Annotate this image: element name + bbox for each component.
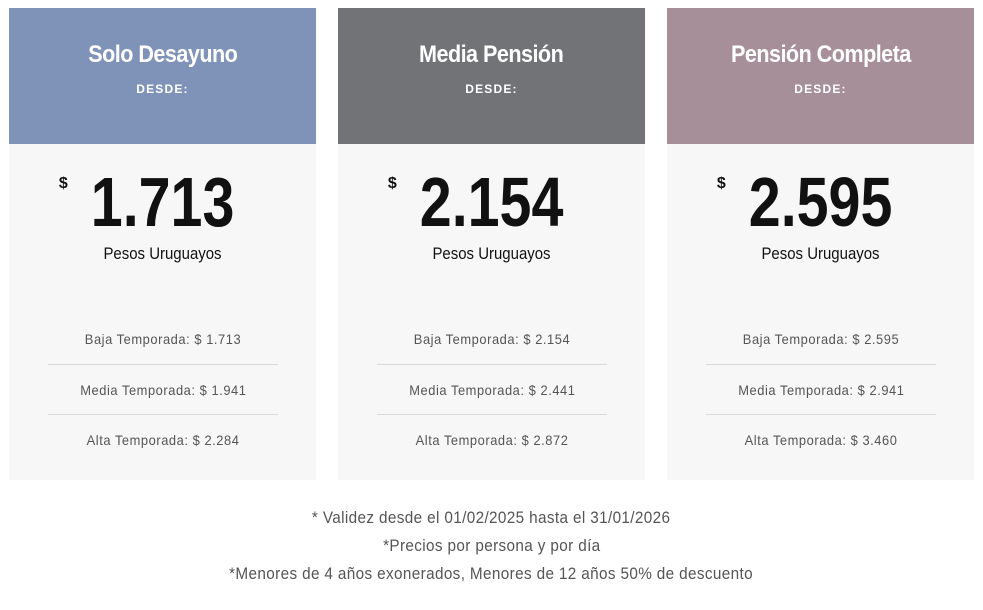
note-text: *Menores de 4 años exonerados, Menores d… (229, 564, 754, 583)
price-block: $ 2.595 Pesos Uruguayos (667, 144, 974, 294)
plan-title: Media Pensión (419, 41, 564, 68)
price-amount: 2.595 (748, 163, 893, 241)
plan-card-solo-desayuno: Solo Desayuno DESDE: $ 1.713 Pesos Urugu… (9, 8, 316, 480)
season-price-mid: Media Temporada: $ 2.941 (706, 365, 936, 415)
pricing-notes: * Validez desde el 01/02/2025 hasta el 3… (0, 504, 983, 588)
season-price-high: Alta Temporada: $ 2.872 (377, 415, 607, 464)
price-row: $ 1.713 (59, 163, 250, 241)
currency-symbol: $ (716, 175, 726, 192)
currency-symbol: $ (58, 175, 68, 192)
note-validity: * Validez desde el 01/02/2025 hasta el 3… (0, 504, 983, 532)
season-price-text: Media Temporada: $ 2.441 (408, 382, 576, 398)
season-price-list: Baja Temporada: $ 2.154 Media Temporada:… (377, 314, 607, 464)
season-price-text: Media Temporada: $ 1.941 (79, 382, 247, 398)
currency-symbol: $ (387, 175, 397, 192)
price-row: $ 2.154 (388, 163, 579, 241)
season-price-text: Baja Temporada: $ 2.595 (742, 331, 900, 347)
price-unit: Pesos Uruguayos (761, 244, 880, 263)
price-amount: 2.154 (419, 163, 564, 241)
note-text: *Precios por persona y por día (382, 536, 601, 555)
season-price-low: Baja Temporada: $ 2.595 (706, 314, 936, 365)
plan-desde-label: DESDE: (136, 82, 189, 96)
note-per-person: *Precios por persona y por día (0, 532, 983, 560)
pricing-cards: Solo Desayuno DESDE: $ 1.713 Pesos Urugu… (9, 8, 974, 480)
season-price-list: Baja Temporada: $ 2.595 Media Temporada:… (706, 314, 936, 464)
season-price-mid: Media Temporada: $ 1.941 (48, 365, 278, 415)
season-price-mid: Media Temporada: $ 2.441 (377, 365, 607, 415)
note-children-discount: *Menores de 4 años exonerados, Menores d… (0, 560, 983, 588)
price-block: $ 1.713 Pesos Uruguayos (9, 144, 316, 294)
price-unit: Pesos Uruguayos (432, 244, 551, 263)
plan-desde-label: DESDE: (794, 82, 847, 96)
plan-header: Solo Desayuno DESDE: (9, 8, 316, 144)
plan-title: Solo Desayuno (87, 41, 238, 68)
plan-title: Pensión Completa (730, 41, 911, 68)
note-text: * Validez desde el 01/02/2025 hasta el 3… (312, 508, 671, 527)
plan-header: Media Pensión DESDE: (338, 8, 645, 144)
plan-card-pension-completa: Pensión Completa DESDE: $ 2.595 Pesos Ur… (667, 8, 974, 480)
season-price-text: Baja Temporada: $ 1.713 (84, 331, 242, 347)
plan-desde-label: DESDE: (465, 82, 518, 96)
price-block: $ 2.154 Pesos Uruguayos (338, 144, 645, 294)
season-price-high: Alta Temporada: $ 3.460 (706, 415, 936, 464)
season-price-text: Baja Temporada: $ 2.154 (413, 331, 571, 347)
season-price-text: Alta Temporada: $ 2.872 (415, 432, 569, 448)
plan-header: Pensión Completa DESDE: (667, 8, 974, 144)
price-amount: 1.713 (90, 163, 235, 241)
season-price-high: Alta Temporada: $ 2.284 (48, 415, 278, 464)
season-price-text: Media Temporada: $ 2.941 (737, 382, 905, 398)
season-price-text: Alta Temporada: $ 2.284 (86, 432, 240, 448)
season-price-list: Baja Temporada: $ 1.713 Media Temporada:… (48, 314, 278, 464)
price-unit: Pesos Uruguayos (103, 244, 222, 263)
season-price-low: Baja Temporada: $ 1.713 (48, 314, 278, 365)
season-price-text: Alta Temporada: $ 3.460 (744, 432, 898, 448)
season-price-low: Baja Temporada: $ 2.154 (377, 314, 607, 365)
plan-card-media-pension: Media Pensión DESDE: $ 2.154 Pesos Urugu… (338, 8, 645, 480)
price-row: $ 2.595 (717, 163, 908, 241)
